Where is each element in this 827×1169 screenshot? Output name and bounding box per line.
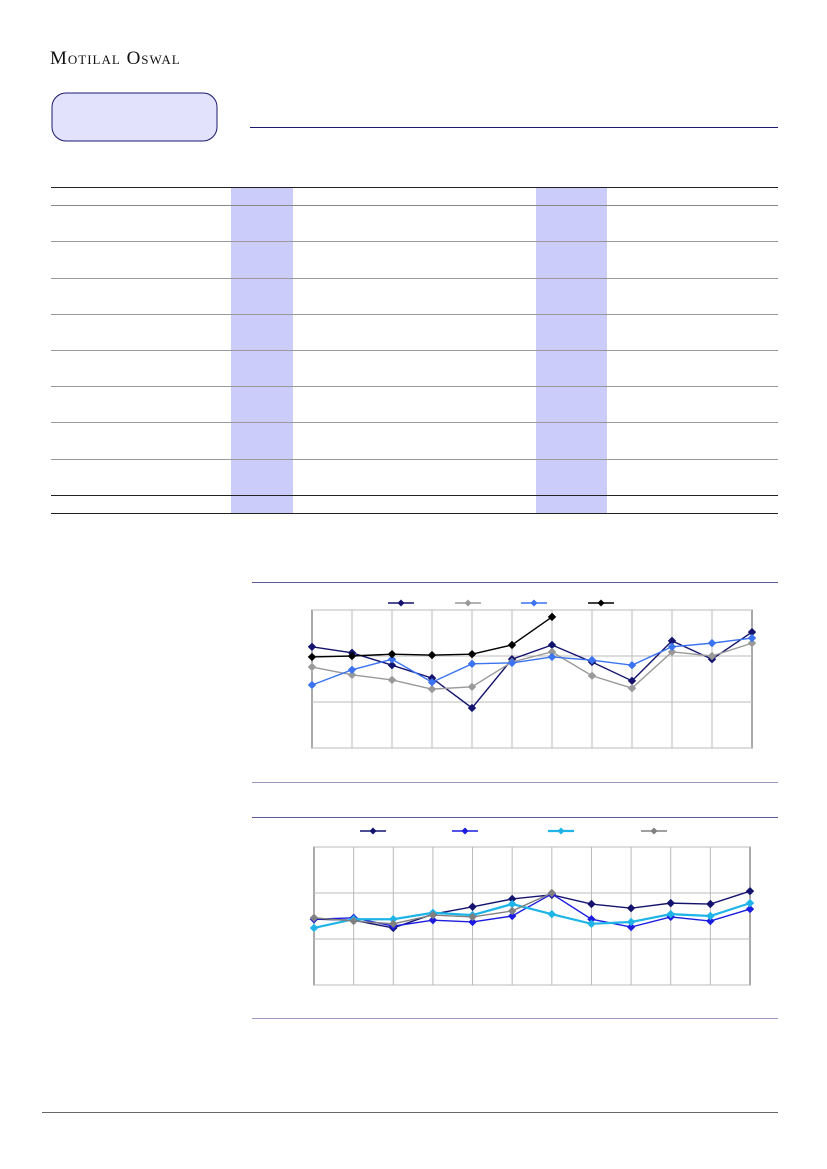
series-marker — [627, 683, 637, 693]
series-marker — [349, 916, 358, 926]
series-marker — [467, 659, 477, 669]
series-line — [311, 642, 753, 690]
series-marker — [507, 906, 517, 916]
series-marker — [706, 911, 715, 921]
series-marker — [468, 902, 477, 912]
series-marker — [427, 678, 437, 687]
series-marker — [309, 913, 319, 923]
series-marker — [387, 660, 397, 670]
legend-marker — [369, 827, 377, 835]
series-marker — [587, 671, 597, 680]
series-marker — [666, 898, 675, 908]
series-marker — [307, 652, 317, 662]
series-marker — [427, 650, 437, 660]
series-marker — [387, 675, 397, 685]
series-marker — [626, 922, 636, 932]
series-marker — [428, 915, 438, 925]
line-chart — [309, 827, 755, 986]
series-marker — [706, 899, 715, 909]
series-marker — [347, 651, 357, 661]
series-marker — [307, 642, 317, 652]
series-marker — [745, 898, 755, 908]
series-marker — [427, 684, 437, 694]
series-line — [311, 631, 753, 709]
series-marker — [747, 633, 757, 643]
series-marker — [706, 916, 715, 926]
series-line — [313, 890, 751, 929]
series-marker — [707, 651, 717, 661]
line-chart — [307, 599, 757, 749]
legend-marker — [597, 599, 605, 607]
series-marker — [745, 904, 755, 914]
legend-marker — [557, 827, 565, 835]
series-marker — [587, 899, 596, 909]
series-line — [311, 637, 753, 686]
plot-area — [313, 846, 751, 986]
legend-marker — [464, 599, 472, 607]
legend-marker — [461, 827, 469, 835]
series-marker — [667, 647, 677, 657]
series-marker — [507, 658, 517, 668]
series-marker — [347, 670, 357, 680]
series-line — [313, 893, 751, 928]
series-marker — [745, 886, 755, 896]
series-marker — [387, 649, 397, 659]
series-marker — [389, 919, 398, 929]
series-marker — [547, 652, 557, 662]
legend-marker — [650, 827, 658, 835]
series-line — [313, 902, 751, 930]
legend-marker — [530, 599, 538, 607]
series-marker — [387, 655, 397, 664]
series-marker — [547, 612, 557, 622]
series-marker — [667, 642, 677, 652]
series-marker — [707, 638, 717, 648]
series-marker — [666, 909, 675, 919]
series-marker — [547, 909, 557, 919]
brand: Motilal Oswal — [50, 48, 181, 69]
table — [51, 187, 778, 514]
series-marker — [467, 703, 477, 713]
series-marker — [428, 910, 438, 920]
series-marker — [587, 919, 596, 929]
series-marker — [307, 662, 317, 672]
section-badge — [51, 92, 218, 142]
series-marker — [626, 917, 636, 927]
series-marker — [307, 680, 317, 690]
series-marker — [626, 903, 636, 913]
series-marker — [347, 665, 357, 675]
series-marker — [468, 917, 477, 927]
series-marker — [467, 682, 477, 692]
series-marker — [547, 888, 557, 898]
series-marker — [747, 638, 757, 648]
series-marker — [309, 923, 319, 933]
series-marker — [587, 655, 597, 665]
series-marker — [507, 911, 517, 921]
series-marker — [627, 660, 637, 670]
series-marker — [467, 649, 477, 659]
legend-marker — [397, 599, 405, 607]
series-marker — [468, 912, 477, 922]
series-marker — [507, 640, 517, 650]
